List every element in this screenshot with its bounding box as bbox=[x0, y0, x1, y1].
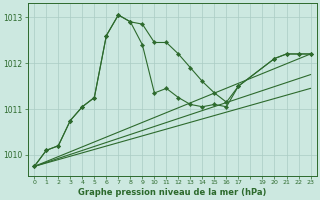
X-axis label: Graphe pression niveau de la mer (hPa): Graphe pression niveau de la mer (hPa) bbox=[78, 188, 267, 197]
